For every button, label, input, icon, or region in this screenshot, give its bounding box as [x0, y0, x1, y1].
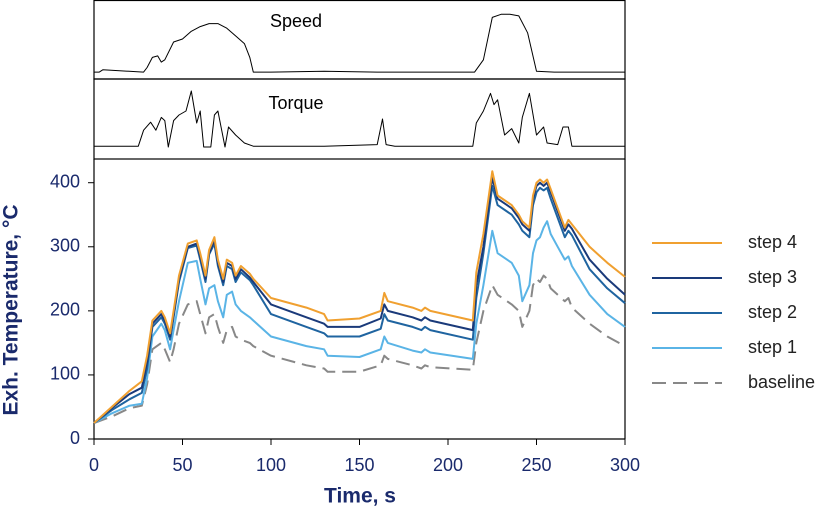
x-tick-label: 0 — [89, 455, 99, 475]
legend-label: step 2 — [748, 302, 797, 322]
x-tick-label: 250 — [521, 455, 551, 475]
x-tick-label: 100 — [256, 455, 286, 475]
line-series — [93, 220, 626, 424]
y-tick-label: 0 — [70, 428, 80, 448]
x-axis-label: Time, s — [324, 485, 396, 508]
line-trace — [94, 13, 625, 73]
y-tick-label: 400 — [50, 171, 80, 191]
x-tick-label: 150 — [344, 455, 374, 475]
x-tick-label: 200 — [433, 455, 463, 475]
torque-panel — [93, 78, 626, 160]
legend-label: step 1 — [748, 337, 797, 357]
legend-label: step 4 — [748, 232, 797, 252]
y-tick-label: 300 — [50, 236, 80, 256]
line-series — [93, 176, 626, 424]
y-axis-label: Exh. Temperature, °C — [0, 204, 23, 415]
torque-label: Torque — [268, 93, 323, 113]
line-trace — [94, 90, 625, 148]
y-tick-label: 200 — [50, 300, 80, 320]
legend-label: step 3 — [748, 267, 797, 287]
y-tick-label: 100 — [50, 364, 80, 384]
x-tick-label: 300 — [610, 455, 640, 475]
speed-label: Speed — [270, 11, 322, 31]
line-series — [93, 274, 626, 424]
line-series — [93, 170, 626, 424]
x-tick-label: 50 — [172, 455, 192, 475]
legend-label: baseline — [748, 372, 815, 392]
speed-panel — [93, 0, 626, 80]
